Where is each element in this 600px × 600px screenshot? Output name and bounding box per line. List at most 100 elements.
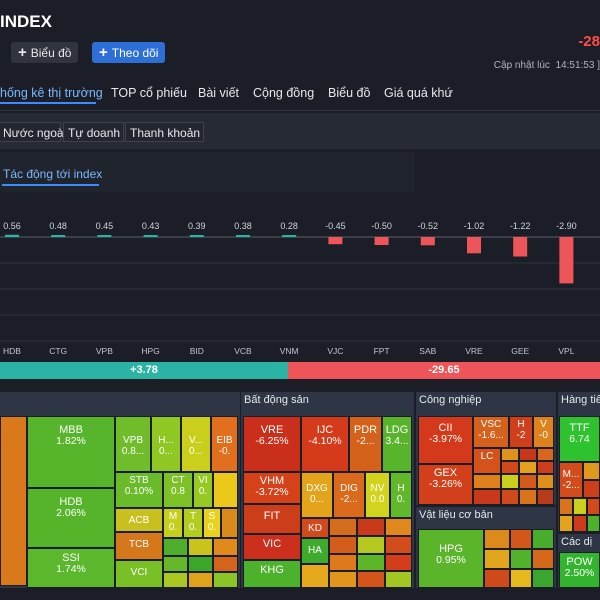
treemap-cell[interactable] [587, 498, 600, 515]
impact-bar-gee[interactable] [513, 237, 528, 257]
treemap-cell[interactable] [532, 529, 554, 549]
tab-top-stocks[interactable]: TOP cổ phiếu [111, 86, 187, 100]
treemap-cell[interactable] [163, 556, 188, 572]
impact-bar-vpb[interactable] [97, 235, 112, 237]
impact-bar-vpl[interactable] [559, 237, 574, 284]
treemap-cell[interactable] [213, 556, 238, 572]
tab-history[interactable]: Giá quá khứ [384, 86, 453, 100]
tab-market-stats[interactable]: hống kê thị trường [0, 86, 103, 100]
tab-community[interactable]: Cộng đồng [253, 86, 315, 100]
treemap-cell[interactable] [510, 529, 532, 549]
treemap-cell[interactable]: HA [301, 538, 329, 564]
impact-bar-bid[interactable] [189, 235, 204, 237]
treemap-cell[interactable]: T 0. [183, 508, 203, 538]
impact-bar-sab[interactable] [420, 237, 435, 246]
treemap-cell[interactable]: FIT [243, 504, 301, 534]
treemap-cell[interactable]: VHM -3.72% [243, 472, 301, 504]
treemap-cell[interactable] [532, 569, 554, 588]
treemap-cell[interactable] [583, 462, 600, 480]
treemap-cell[interactable]: V... 0... [181, 416, 211, 472]
treemap-cell[interactable]: M 0. [163, 508, 183, 538]
treemap-cell[interactable] [385, 554, 412, 571]
treemap-cell[interactable] [213, 472, 238, 508]
treemap-cell[interactable] [163, 572, 188, 588]
treemap-cell[interactable] [501, 448, 519, 461]
treemap-cell[interactable] [519, 461, 537, 474]
impact-bar-vcb[interactable] [236, 235, 250, 237]
treemap-cell[interactable] [0, 416, 27, 586]
treemap-cell[interactable]: TCB [115, 532, 163, 560]
treemap-cell[interactable] [357, 536, 385, 554]
treemap-cell[interactable] [537, 489, 554, 505]
treemap-cell[interactable]: VPB 0.8... [115, 416, 151, 472]
treemap-cell[interactable] [573, 498, 587, 515]
treemap-cell[interactable] [329, 554, 357, 571]
treemap-cell[interactable] [537, 474, 554, 489]
chart-button[interactable]: + Biểu đồ [11, 42, 79, 63]
treemap-cell[interactable] [573, 515, 587, 532]
treemap-cell[interactable] [188, 556, 213, 572]
treemap-cell[interactable]: POW 2.50% [559, 552, 600, 588]
treemap-cell[interactable]: EIB -0. [211, 416, 238, 472]
treemap-cell[interactable] [510, 549, 532, 569]
treemap-cell[interactable]: H... 0... [151, 416, 181, 472]
treemap-cell[interactable] [357, 571, 385, 588]
treemap-cell[interactable] [385, 518, 412, 536]
treemap-cell[interactable]: PDR -2... [349, 416, 382, 472]
treemap-cell[interactable] [188, 538, 213, 556]
treemap-cell[interactable]: VCI [115, 560, 163, 588]
treemap-cell[interactable] [510, 569, 532, 588]
treemap-cell[interactable] [163, 538, 188, 556]
treemap-cell[interactable]: ACB [115, 508, 163, 532]
treemap-cell[interactable]: S 0. [203, 508, 221, 538]
treemap-cell[interactable] [188, 572, 213, 588]
treemap-cell[interactable] [329, 518, 357, 536]
subtab-proprietary[interactable]: Tự doanh [63, 122, 124, 142]
treemap-cell[interactable]: VSC -1.6... [473, 416, 509, 448]
treemap-cell[interactable] [329, 571, 357, 588]
treemap-cell[interactable]: CII -3.97% [418, 416, 473, 464]
treemap-cell[interactable]: CT 0.8 [163, 472, 193, 508]
impact-bar-vjc[interactable] [328, 237, 343, 245]
treemap-cell[interactable] [532, 549, 554, 569]
treemap-cell[interactable] [587, 515, 600, 532]
treemap-cell[interactable] [559, 498, 573, 515]
treemap-cell[interactable]: DXG 0... [301, 472, 333, 518]
subtab-foreign[interactable]: Nước ngoài [0, 122, 66, 142]
treemap-cell[interactable] [537, 461, 554, 474]
treemap-cell[interactable] [519, 474, 537, 489]
treemap-cell[interactable]: DIG -2... [333, 472, 365, 518]
impact-bar-vre[interactable] [467, 237, 481, 254]
treemap-cell[interactable]: VIC [243, 534, 301, 560]
treemap-cell[interactable]: VI 0. [193, 472, 213, 508]
treemap-cell[interactable]: KD [301, 518, 329, 538]
treemap-cell[interactable] [213, 572, 238, 588]
treemap-cell[interactable]: IJC -4.10% [301, 416, 349, 472]
treemap-cell[interactable]: H -2 [509, 416, 533, 448]
treemap-cell[interactable] [484, 569, 510, 588]
treemap-cell[interactable]: HDB 2.06% [27, 488, 115, 548]
treemap-cell[interactable] [213, 538, 238, 556]
tab-chart[interactable]: Biểu đồ [328, 86, 371, 100]
treemap-cell[interactable] [501, 474, 519, 489]
impact-bar-fpt[interactable] [374, 237, 389, 245]
treemap-cell[interactable]: NV 0.0 [365, 472, 390, 518]
treemap-cell[interactable]: H 0. [390, 472, 412, 518]
treemap-cell[interactable] [329, 536, 357, 554]
treemap-cell[interactable] [501, 461, 519, 474]
tab-articles[interactable]: Bài viết [198, 86, 239, 100]
treemap-cell[interactable] [385, 571, 412, 588]
tab-index-impact[interactable]: Tác động tới index [3, 167, 103, 181]
treemap-cell[interactable] [473, 489, 501, 505]
treemap-cell[interactable] [385, 536, 412, 554]
treemap-cell[interactable] [357, 554, 385, 571]
treemap-cell[interactable] [221, 508, 238, 538]
treemap-cell[interactable]: M... -2... [559, 462, 583, 498]
impact-bar-hdb[interactable] [5, 234, 19, 237]
treemap-cell[interactable]: MBB 1.82% [27, 416, 115, 488]
treemap-cell[interactable] [559, 515, 573, 532]
treemap-cell[interactable]: TTF 6.74 [559, 416, 600, 462]
impact-bar-ctg[interactable] [51, 235, 66, 237]
treemap-cell[interactable]: LDG 3.4... [382, 416, 412, 472]
treemap-cell[interactable] [537, 448, 554, 461]
